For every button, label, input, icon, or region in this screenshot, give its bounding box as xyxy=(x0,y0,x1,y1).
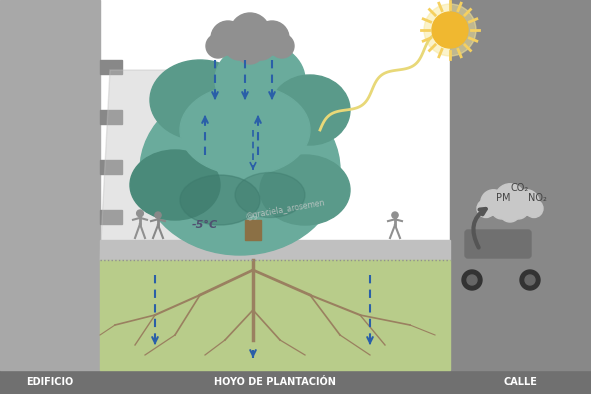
Circle shape xyxy=(480,190,506,215)
Circle shape xyxy=(508,198,529,219)
Bar xyxy=(100,210,122,224)
Bar xyxy=(100,110,122,124)
Circle shape xyxy=(392,212,398,218)
Text: -5°C: -5°C xyxy=(192,220,218,230)
Circle shape xyxy=(236,36,264,64)
Circle shape xyxy=(211,21,245,55)
Circle shape xyxy=(495,184,525,214)
Circle shape xyxy=(137,210,144,217)
Text: EDIFICIO: EDIFICIO xyxy=(27,377,74,387)
Circle shape xyxy=(255,21,289,55)
Circle shape xyxy=(424,4,476,56)
Ellipse shape xyxy=(130,150,220,220)
Circle shape xyxy=(520,270,540,290)
Ellipse shape xyxy=(260,155,350,225)
Circle shape xyxy=(514,190,539,215)
Ellipse shape xyxy=(235,173,305,217)
Ellipse shape xyxy=(270,75,350,145)
Circle shape xyxy=(155,212,161,218)
Circle shape xyxy=(225,32,253,60)
Circle shape xyxy=(499,201,521,222)
Bar xyxy=(100,160,122,174)
Text: CALLE: CALLE xyxy=(503,377,537,387)
FancyBboxPatch shape xyxy=(465,230,531,258)
Circle shape xyxy=(525,275,535,285)
Circle shape xyxy=(247,32,275,60)
Text: @graciela_arosemen: @graciela_arosemen xyxy=(245,199,326,221)
Text: HOYO DE PLANTACIÓN: HOYO DE PLANTACIÓN xyxy=(214,377,336,387)
Circle shape xyxy=(206,34,230,58)
Circle shape xyxy=(432,12,468,48)
Bar xyxy=(245,220,261,240)
Circle shape xyxy=(467,275,477,285)
Text: PM: PM xyxy=(496,193,510,203)
Circle shape xyxy=(462,270,482,290)
Bar xyxy=(0,0,100,370)
Ellipse shape xyxy=(180,85,310,175)
Bar xyxy=(100,240,450,260)
Circle shape xyxy=(230,13,270,53)
FancyBboxPatch shape xyxy=(453,248,552,282)
Circle shape xyxy=(525,199,543,217)
Circle shape xyxy=(270,34,294,58)
Bar xyxy=(100,60,122,74)
Ellipse shape xyxy=(180,175,260,225)
Bar xyxy=(0,370,591,394)
Text: CO₂: CO₂ xyxy=(511,183,529,193)
Polygon shape xyxy=(100,70,260,260)
Bar xyxy=(100,260,450,370)
Text: NO₂: NO₂ xyxy=(528,193,547,203)
Ellipse shape xyxy=(150,60,250,140)
Bar xyxy=(450,0,591,370)
Circle shape xyxy=(491,198,512,219)
Ellipse shape xyxy=(215,43,305,117)
Circle shape xyxy=(477,199,495,217)
Ellipse shape xyxy=(140,85,340,255)
